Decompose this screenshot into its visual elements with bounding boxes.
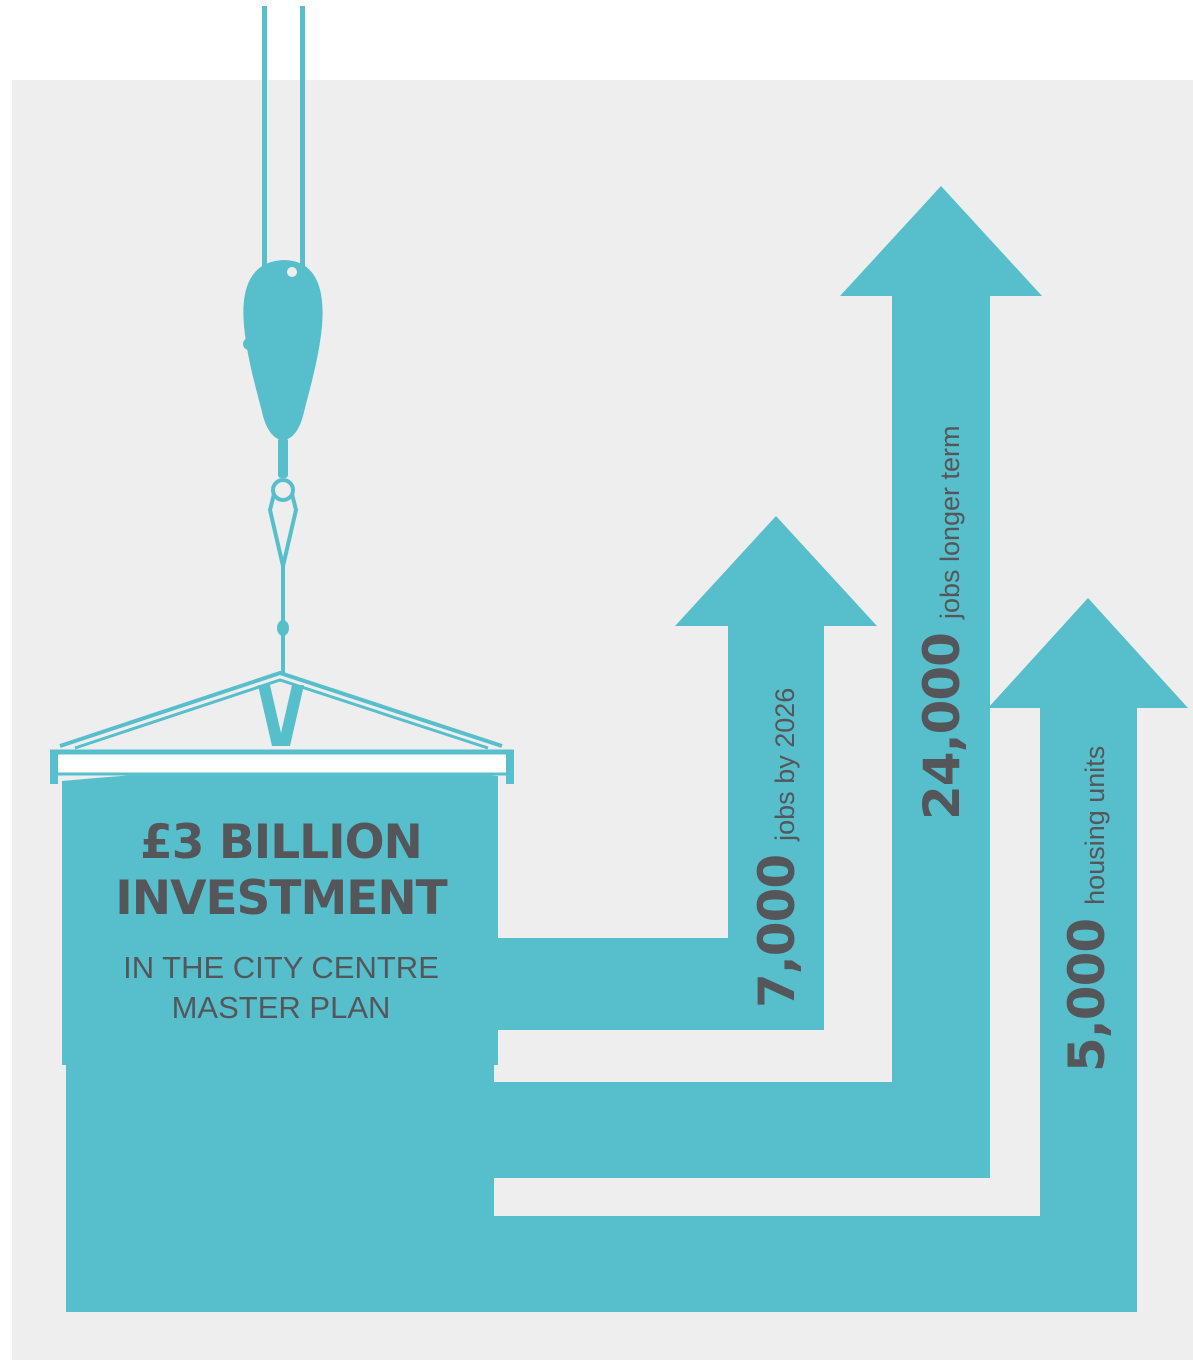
bucket-headline: £3 BILLION INVESTMENT bbox=[66, 815, 496, 927]
subline-line-2: MASTER PLAN bbox=[171, 990, 391, 1025]
arrow-value: 24,000 bbox=[913, 633, 971, 820]
bucket-subline: IN THE CITY CENTRE MASTER PLAN bbox=[66, 948, 496, 1028]
arrow-caption: housing units bbox=[1080, 745, 1110, 905]
arrow-label-jobs-longer-term: 24,000 jobs longer term bbox=[913, 425, 971, 820]
subline-line-1: IN THE CITY CENTRE bbox=[123, 950, 439, 985]
arrow-up-icon bbox=[480, 598, 1188, 1312]
arrow-label-housing-units: 5,000 housing units bbox=[1058, 746, 1116, 1072]
arrow-value: 5,000 bbox=[1058, 918, 1116, 1072]
arrow-up-icon bbox=[480, 186, 1042, 1178]
headline-line-2: INVESTMENT bbox=[115, 871, 447, 926]
arrow-caption: jobs longer term bbox=[935, 425, 965, 620]
arrow-label-jobs-2026: 7,000 jobs by 2026 bbox=[748, 688, 806, 1008]
crane-hook-icon bbox=[243, 6, 323, 675]
arrow-caption: jobs by 2026 bbox=[770, 687, 800, 841]
bucket-icon bbox=[50, 670, 514, 1312]
arrow-value: 7,000 bbox=[748, 854, 806, 1008]
arrows-group bbox=[480, 186, 1188, 1312]
headline-line-1: £3 BILLION bbox=[140, 815, 423, 870]
arrow-up-icon bbox=[480, 516, 877, 1030]
